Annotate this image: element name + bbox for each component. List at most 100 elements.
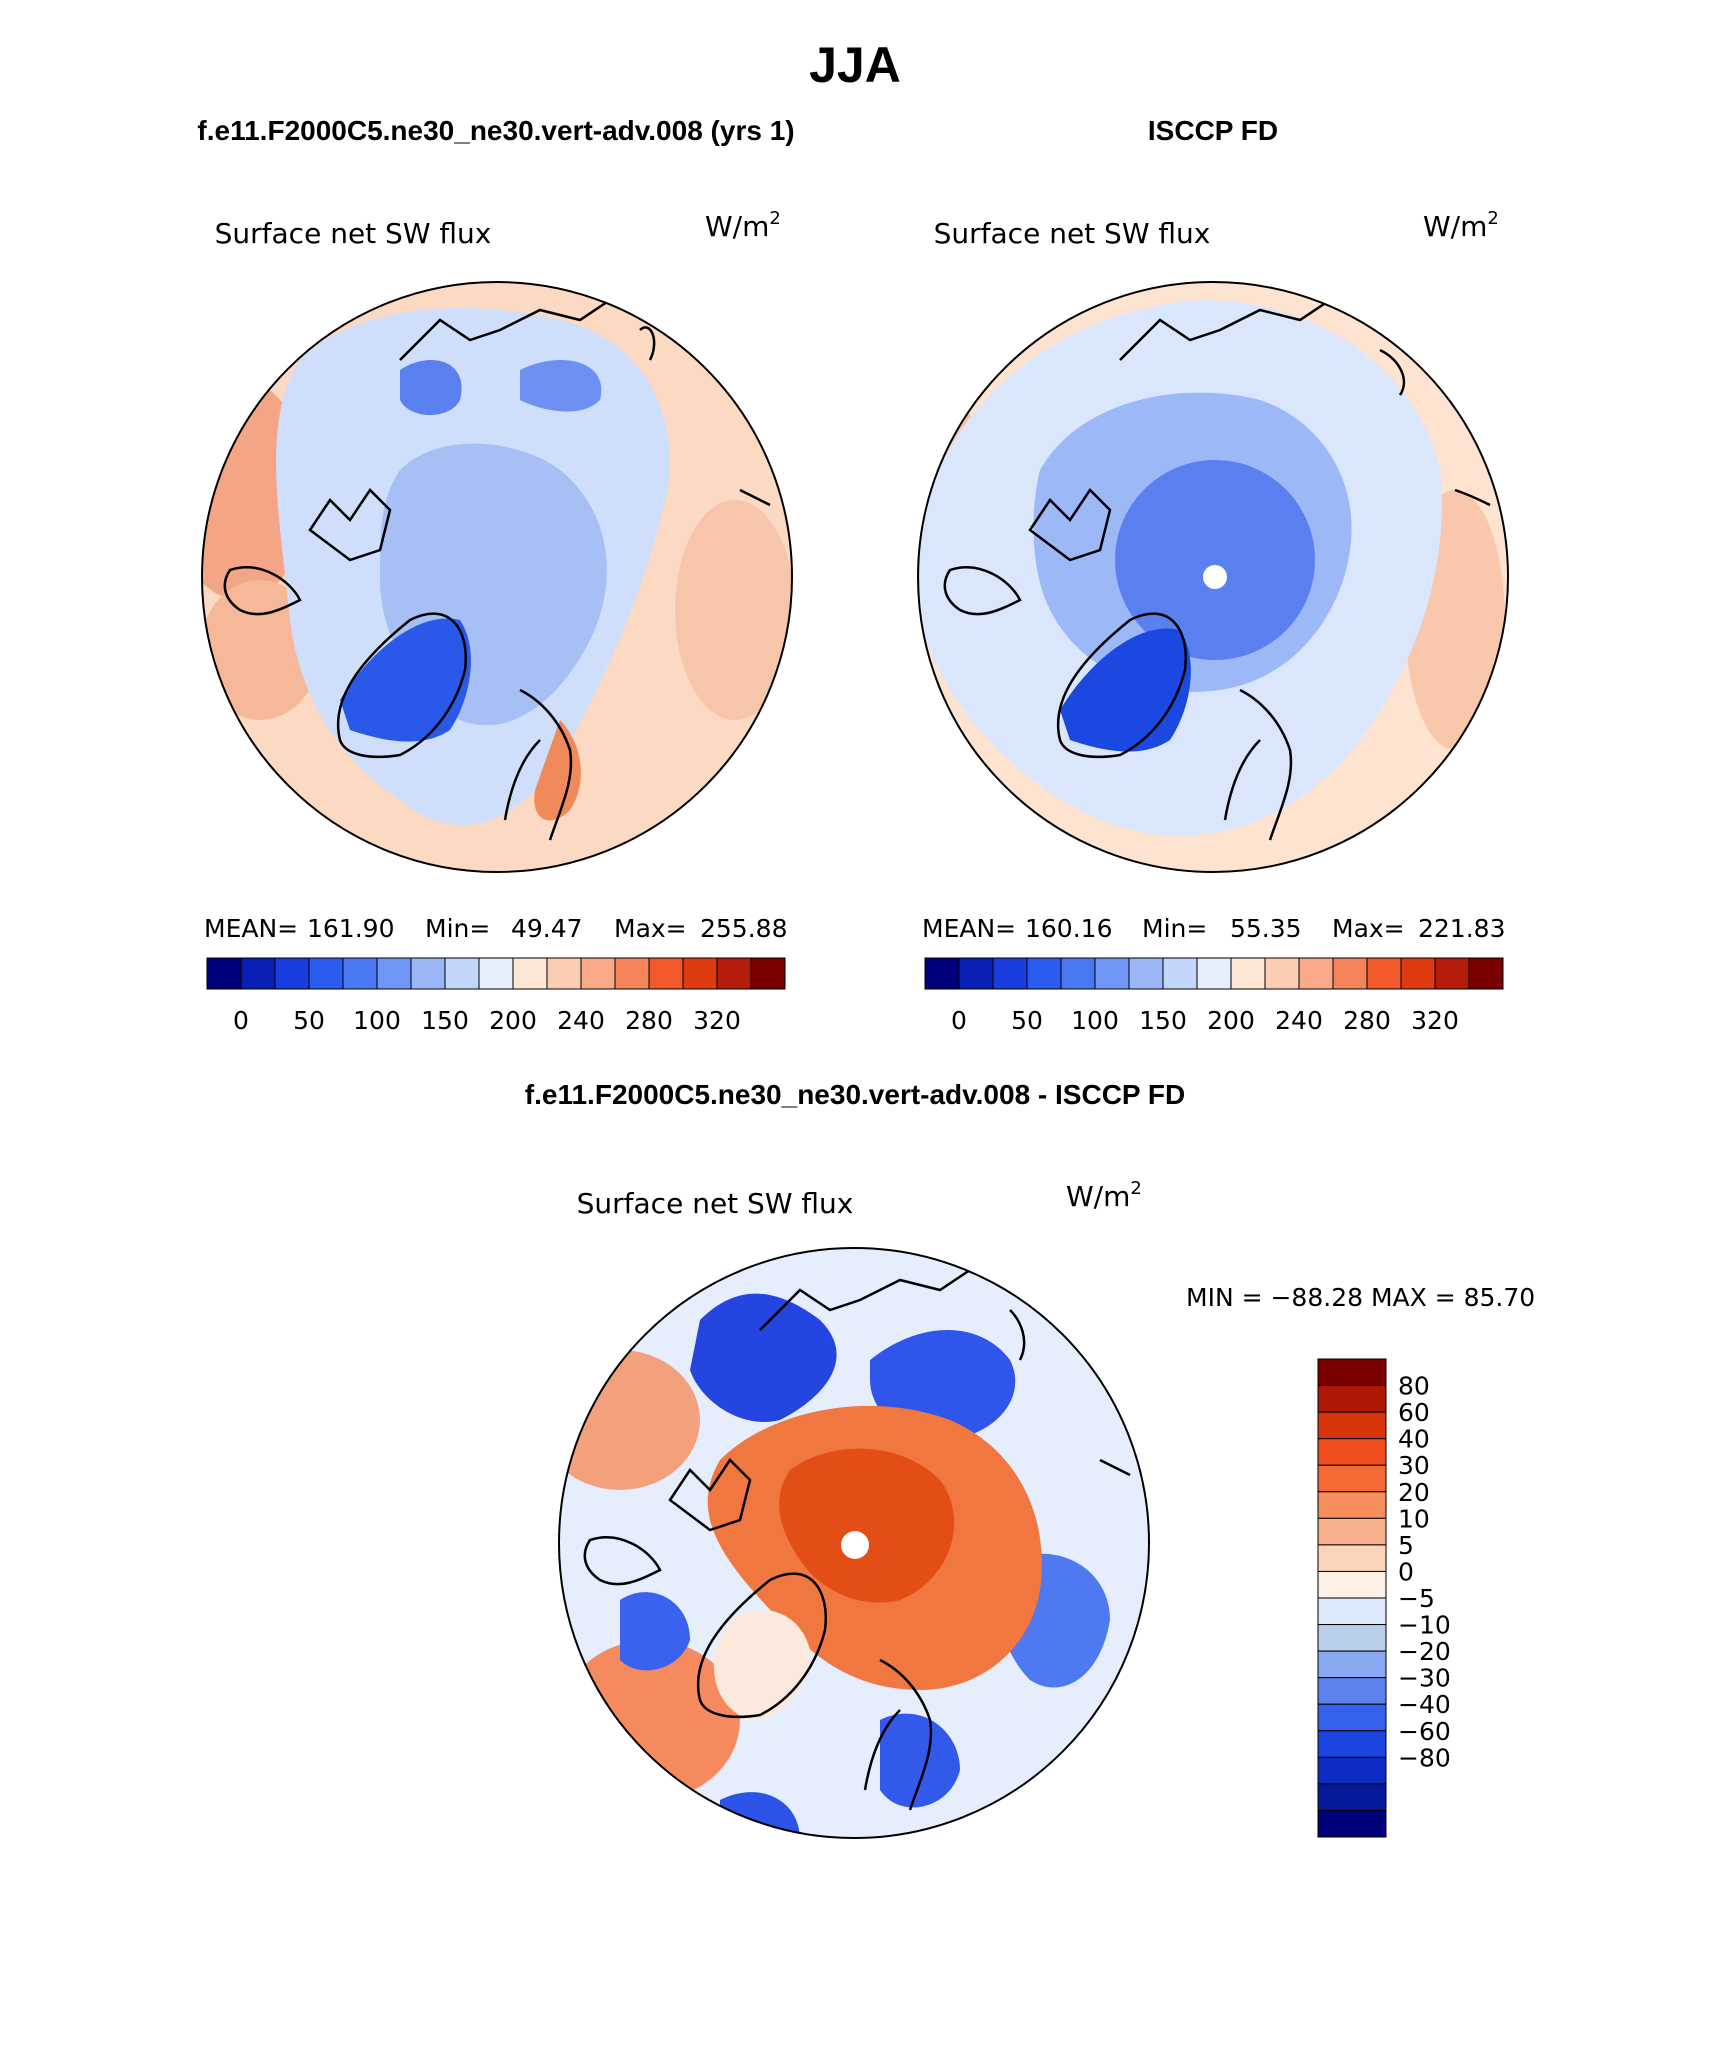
colorbar-tick-label: −30	[1398, 1664, 1451, 1693]
colorbar-swatch	[1317, 1730, 1387, 1758]
svg-text:49.47: 49.47	[511, 914, 583, 943]
panel-obs-variable: Surface net SW flux	[934, 217, 1211, 250]
colorbar-tick-label: 320	[1411, 1006, 1459, 1035]
colorbar-tick-label: 30	[1398, 1451, 1430, 1480]
page-title: JJA	[809, 37, 901, 93]
colorbar-tick-label: −40	[1398, 1690, 1451, 1719]
colorbar-tick-label: 40	[1398, 1425, 1430, 1454]
svg-text:161.90: 161.90	[307, 914, 394, 943]
colorbar-tick-label: −80	[1398, 1743, 1451, 1772]
panel-obs-colorbar-labels: 0 50 100 150 200 240 280 320	[951, 1006, 1459, 1035]
colorbar-swatch	[1162, 957, 1198, 990]
colorbar-tick-label: 5	[1398, 1531, 1414, 1560]
colorbar-swatch	[1317, 1358, 1387, 1387]
panel-obs-stats: MEAN= 160.16 Min= 55.35 Max= 221.83	[922, 914, 1505, 943]
colorbar-swatch	[1264, 957, 1300, 990]
svg-text:Min=: Min=	[1142, 914, 1207, 943]
colorbar-swatch	[1317, 1491, 1387, 1519]
svg-text:MEAN=: MEAN=	[922, 914, 1016, 943]
colorbar-swatch	[1298, 957, 1334, 990]
svg-text:Min=: Min=	[425, 914, 490, 943]
colorbar-tick-label: 150	[421, 1006, 469, 1035]
colorbar-swatch	[958, 957, 994, 990]
panel-diff-header: f.e11.F2000C5.ne30_ne30.vert-adv.008 - I…	[525, 1079, 1185, 1110]
colorbar-swatch	[614, 957, 650, 990]
colorbar-tick-label: 200	[1207, 1006, 1255, 1035]
panel-model-map-border	[201, 281, 793, 873]
colorbar-swatch	[1317, 1756, 1387, 1785]
panel-diff-units: W/m2	[1066, 1178, 1142, 1213]
svg-text:Max=: Max=	[614, 914, 687, 943]
svg-text:221.83: 221.83	[1418, 914, 1505, 943]
colorbar-swatch	[1468, 957, 1504, 990]
panel-obs-map	[918, 282, 1508, 872]
colorbar-tick-label: 0	[233, 1006, 249, 1035]
panel-model-variable: Surface net SW flux	[215, 217, 492, 250]
colorbar-tick-label: 100	[1071, 1006, 1119, 1035]
colorbar-tick-label: 150	[1139, 1006, 1187, 1035]
colorbar-tick-label: 80	[1398, 1372, 1430, 1401]
svg-text:MEAN=: MEAN=	[204, 914, 298, 943]
colorbar-swatch	[410, 957, 446, 990]
panel-model-colorbar-labels: 0 50 100 150 200 240 280 320	[233, 1006, 741, 1035]
panel-diff-pole-marker	[841, 1531, 869, 1559]
colorbar-swatch	[1317, 1650, 1387, 1679]
colorbar-tick-label: 50	[1011, 1006, 1043, 1035]
colorbar-swatch	[1128, 957, 1164, 990]
colorbar-swatch	[342, 957, 378, 990]
panel-diff-map-border	[558, 1247, 1150, 1839]
colorbar-tick-label: 320	[693, 1006, 741, 1035]
colorbar-tick-label: −5	[1398, 1584, 1435, 1613]
colorbar-swatch	[1026, 957, 1062, 990]
colorbar-swatch	[580, 957, 616, 990]
colorbar-tick-label: 100	[353, 1006, 401, 1035]
colorbar-tick-label: 240	[557, 1006, 605, 1035]
colorbar-swatch	[1317, 1677, 1387, 1705]
colorbar-swatch	[512, 957, 548, 990]
colorbar-swatch	[444, 957, 480, 990]
colorbar-tick-label: −10	[1398, 1611, 1451, 1640]
panel-diff-variable: Surface net SW flux	[577, 1187, 854, 1220]
colorbar-swatch	[1332, 957, 1368, 990]
colorbar-tick-label: 0	[1398, 1557, 1414, 1586]
colorbar-swatch	[1317, 1597, 1387, 1626]
colorbar-swatch	[1317, 1624, 1387, 1652]
panel-diff: f.e11.F2000C5.ne30_ne30.vert-adv.008 - I…	[525, 1079, 1535, 1839]
colorbar-tick-label: 50	[293, 1006, 325, 1035]
colorbar-swatch	[1196, 957, 1232, 990]
panel-model-colorbar	[206, 957, 786, 990]
colorbar-swatch	[1434, 957, 1470, 990]
colorbar-swatch	[1317, 1517, 1387, 1546]
panel-model-coastlines	[223, 298, 771, 841]
colorbar-swatch	[1317, 1544, 1387, 1572]
panel-diff-coastlines	[583, 1268, 1131, 1811]
colorbar-swatch	[206, 957, 242, 990]
colorbar-tick-label: 0	[951, 1006, 967, 1035]
colorbar-swatch	[992, 957, 1028, 990]
panel-model-units: W/m2	[705, 208, 781, 243]
colorbar-tick-label: 20	[1398, 1478, 1430, 1507]
colorbar-swatch	[750, 957, 786, 990]
panel-obs-pole-marker	[1203, 565, 1227, 589]
colorbar-swatch	[274, 957, 310, 990]
colorbar-swatch	[376, 957, 412, 990]
panel-obs-map-border	[917, 281, 1509, 873]
colorbar-swatch	[1317, 1703, 1387, 1732]
colorbar-tick-label: −20	[1398, 1637, 1451, 1666]
colorbar-tick-label: 280	[625, 1006, 673, 1035]
colorbar-swatch	[1060, 957, 1096, 990]
panel-obs-units: W/m2	[1423, 208, 1499, 243]
colorbar-swatch	[1230, 957, 1266, 990]
panel-model-map	[202, 282, 792, 872]
colorbar-swatch	[546, 957, 582, 990]
colorbar-swatch	[648, 957, 684, 990]
colorbar-swatch	[716, 957, 752, 990]
colorbar-swatch	[240, 957, 276, 990]
colorbar-swatch	[478, 957, 514, 990]
colorbar-swatch	[1317, 1570, 1387, 1599]
colorbar-swatch	[1366, 957, 1402, 990]
colorbar-swatch	[682, 957, 718, 990]
panel-diff-minmax: MIN = −88.28 MAX = 85.70	[1186, 1283, 1535, 1312]
colorbar-swatch	[1094, 957, 1130, 990]
